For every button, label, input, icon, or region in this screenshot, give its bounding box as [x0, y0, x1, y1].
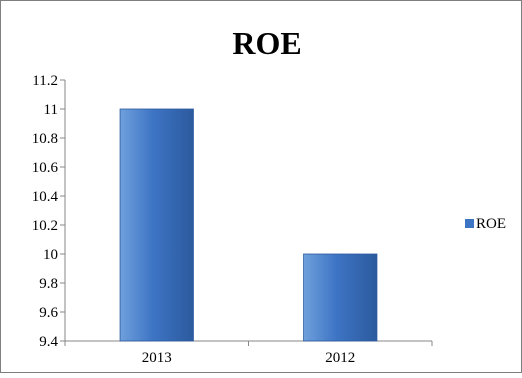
legend-label-roe: ROE: [476, 216, 506, 232]
y-tick-label: 10.6: [32, 160, 59, 176]
chart-title: ROE: [232, 25, 301, 61]
bar-2013: [119, 108, 194, 342]
y-tick-label: 10: [43, 247, 58, 263]
y-tick-label: 9.8: [39, 276, 58, 292]
x-tick-label: 2013: [142, 350, 172, 366]
y-tick-label: 10.8: [32, 131, 58, 147]
y-tick-label: 10.2: [32, 218, 58, 234]
y-tick-label: 11: [44, 102, 58, 118]
y-tick-label: 10.4: [32, 189, 59, 205]
y-tick-label: 9.6: [39, 305, 58, 321]
y-tick-label: 11.2: [32, 73, 58, 89]
legend-swatch-roe: [465, 219, 474, 228]
x-tick-label: 2012: [325, 350, 355, 366]
legend: ROE: [465, 216, 506, 232]
y-tick-label: 9.4: [39, 334, 58, 350]
bar-2012: [303, 253, 378, 342]
